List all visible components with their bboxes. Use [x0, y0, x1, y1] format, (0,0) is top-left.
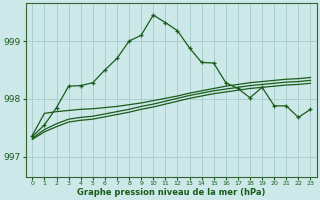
X-axis label: Graphe pression niveau de la mer (hPa): Graphe pression niveau de la mer (hPa)	[77, 188, 266, 197]
